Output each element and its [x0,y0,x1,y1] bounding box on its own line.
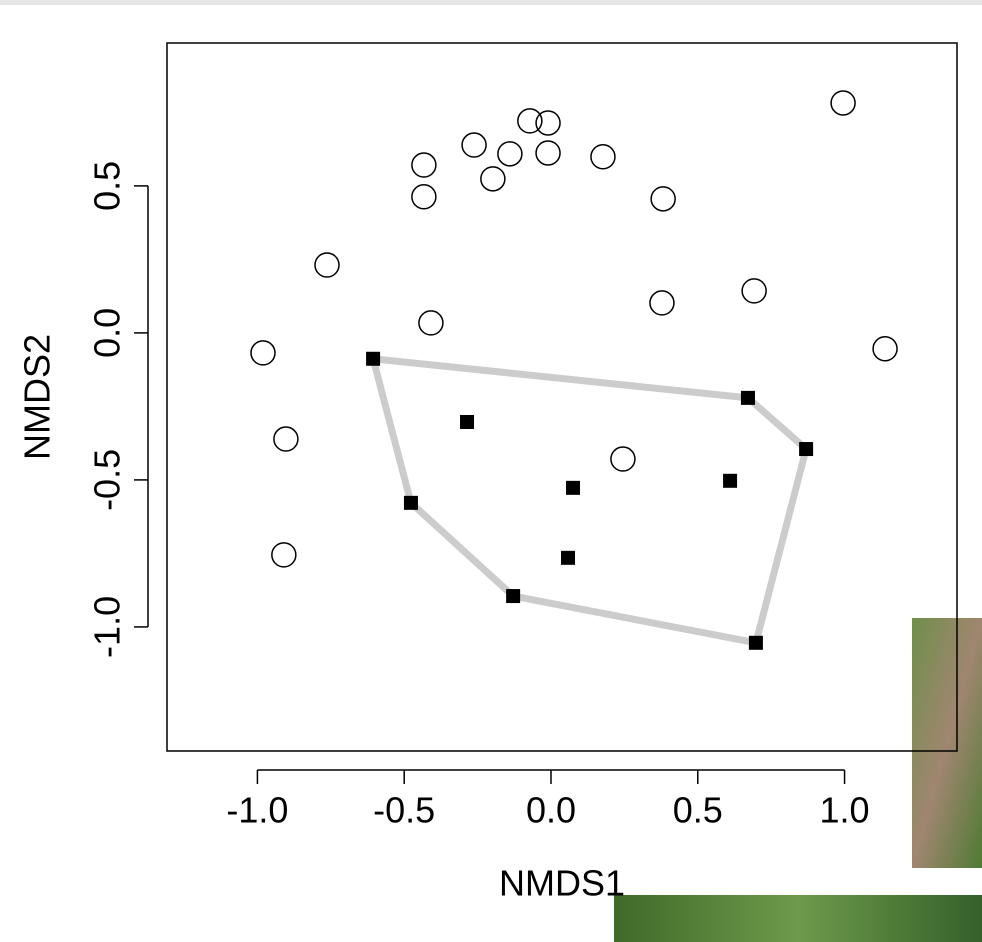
point [799,442,814,457]
point [740,390,755,405]
point [535,110,561,136]
point [517,108,543,134]
point [610,446,636,472]
point [460,414,475,429]
plot-box [166,42,958,752]
photo [912,618,982,868]
point [497,141,523,167]
point [830,90,856,116]
y-tick-label: 0.5 [87,161,128,211]
point [418,310,444,336]
point [723,473,738,488]
point [314,252,340,278]
x-tick-label: -1.0 [226,790,288,831]
point [561,550,576,565]
x-tick-label: -0.5 [373,790,435,831]
y-tick-label: -0.5 [87,449,128,511]
x-axis-label: NMDS1 [499,863,625,904]
point [650,186,676,212]
top-band [0,0,982,5]
x-tick-label: 0.0 [526,790,576,831]
photo [614,895,982,942]
x-tick-label: 1.0 [820,790,870,831]
point [250,340,276,366]
y-tick-label: -1.0 [87,596,128,658]
point [403,495,418,510]
point [271,542,297,568]
y-axis-label: NMDS2 [17,334,58,460]
point [411,184,437,210]
point [461,132,487,158]
point [649,290,675,316]
point [535,140,561,166]
point [273,426,299,452]
x-tick-label: 0.5 [673,790,723,831]
point [480,166,506,192]
point [411,152,437,178]
point [506,589,521,604]
point [566,480,581,495]
point [590,144,616,170]
point [872,336,898,362]
point [748,635,763,650]
y-tick-label: 0.0 [87,308,128,358]
point [366,351,381,366]
point [741,278,767,304]
